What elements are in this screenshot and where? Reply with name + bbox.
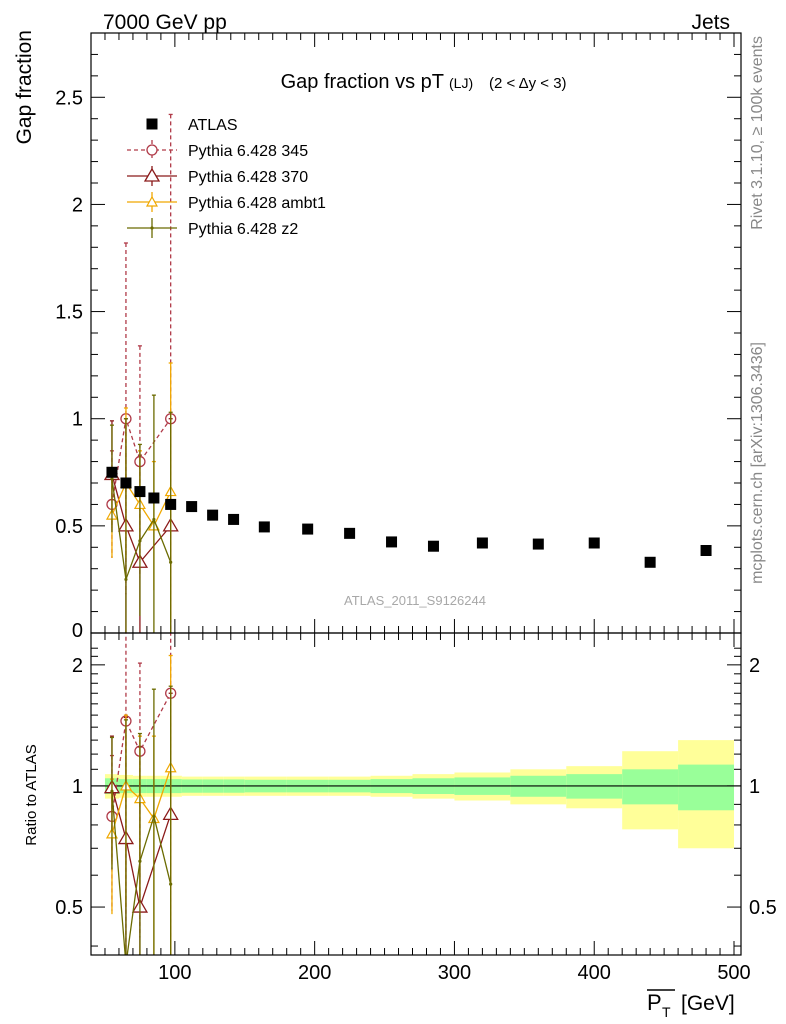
atlas-point [148, 492, 160, 504]
ratio-panel-frame [90, 632, 742, 956]
legend-marker-pythia-6-428-z2 [150, 226, 154, 230]
atlas-point [386, 536, 398, 548]
legend-label-atlas: ATLAS [188, 117, 238, 134]
rivet-version-label: Rivet 3.1.10, ≥ 100k events [749, 36, 766, 230]
atlas-point [644, 556, 656, 568]
y-tick-label: 0.5 [55, 516, 83, 538]
atlas-point [120, 477, 132, 489]
legend-marker-atlas [146, 118, 158, 130]
y-tick-label-zero: 0 [72, 620, 83, 642]
x-axis-label-unit: [GeV] [681, 992, 735, 1015]
legend-label-pythia-6-428-345: Pythia 6.428 345 [188, 143, 308, 160]
atlas-point [228, 513, 240, 525]
legend-label-pythia-6-428-z2: Pythia 6.428 z2 [188, 221, 298, 238]
legend-marker-pythia-6-428-ambt1 [145, 195, 159, 207]
pythia-6-428-z2-point [124, 963, 127, 966]
x-tick-label: 500 [717, 962, 750, 984]
atlas-point [134, 486, 146, 498]
pythia-6-428-z2-point [124, 577, 128, 582]
chart-title-condition: (2 < Δy < 3) [489, 75, 567, 92]
pythia-6-428-z2-point [169, 560, 173, 564]
legend-label-pythia-6-428-370: Pythia 6.428 370 [188, 169, 308, 186]
uncertainty-band-inner [622, 769, 679, 805]
analysis-watermark: ATLAS_2011_S9126244 [344, 593, 486, 608]
atlas-point [207, 509, 219, 521]
ratio-y-tick-label-left: 2 [72, 655, 83, 677]
y-axis-label-ratio: Ratio to ATLAS [23, 744, 40, 845]
legend-marker-pythia-6-428-345 [146, 144, 158, 156]
pythia-6-428-z2-point [152, 517, 156, 522]
x-axis-label-t: T [662, 1004, 671, 1020]
atlas-point [302, 523, 314, 535]
x-tick-label: 300 [438, 962, 471, 984]
x-axis-label-p: P [647, 990, 662, 1015]
y-tick-label: 1.5 [55, 302, 83, 324]
y-axis-label-main: Gap fraction [13, 30, 36, 144]
ratio-y-tick-label-right: 0.5 [749, 897, 777, 919]
header-right-label: Jets [691, 11, 730, 34]
ratio-y-tick-label-left: 0.5 [55, 897, 83, 919]
mcplots-label: mcplots.cern.ch [arXiv:1306.3436] [749, 342, 766, 584]
atlas-point [700, 545, 712, 556]
atlas-point [165, 498, 177, 510]
chart-title-sub: (LJ) [449, 75, 473, 91]
atlas-point [106, 466, 118, 478]
y-tick-label: 2 [72, 194, 83, 216]
x-tick-label: 400 [578, 962, 611, 984]
legend-marker-pythia-6-428-370 [143, 167, 161, 182]
atlas-point [186, 501, 198, 513]
atlas-point [344, 527, 356, 539]
pythia-6-428-z2-point [169, 882, 173, 886]
atlas-point [532, 538, 544, 550]
legend: ATLAS Pythia 6.428 345 Pythia 6.428 370 Pyt… [127, 117, 326, 238]
pythia-6-428-z2-point [110, 477, 114, 481]
chart-title-main: Gap fraction vs pT [281, 71, 444, 93]
pythia-6-428-z2-line [111, 791, 172, 955]
ratio-y-tick-label-right: 1 [749, 776, 760, 798]
y-tick-label: 1 [72, 409, 83, 431]
atlas-point [258, 521, 270, 533]
pythia-6-428-345-line [111, 418, 172, 505]
legend-label-pythia-6-428-ambt1: Pythia 6.428 ambt1 [188, 195, 326, 212]
pythia-6-428-z2-point [152, 814, 156, 819]
pythia-6-428-345-line [111, 692, 172, 817]
pythia-6-428-z2-point [138, 859, 142, 863]
uncertainty-band-inner [678, 764, 735, 811]
pythia-6-428-370-line [111, 787, 172, 910]
ratio-y-tick-label-left: 1 [72, 776, 83, 798]
ratio-y-tick-label-right: 2 [749, 655, 760, 677]
pythia-6-428-z2-point [110, 789, 114, 793]
y-tick-label: 2.5 [55, 87, 83, 109]
x-tick-label: 200 [298, 962, 331, 984]
header-left-label: 7000 GeV pp [103, 11, 227, 34]
chart-title: Gap fraction vs pT (LJ) (2 < Δy < 3) [281, 71, 567, 93]
pythia-6-428-z2-point [138, 539, 142, 543]
atlas-point [427, 540, 439, 552]
x-tick-label: 100 [158, 962, 191, 984]
x-axis-label: P T [GeV] [647, 989, 735, 1020]
atlas-point [588, 537, 600, 549]
atlas-point [476, 537, 488, 549]
